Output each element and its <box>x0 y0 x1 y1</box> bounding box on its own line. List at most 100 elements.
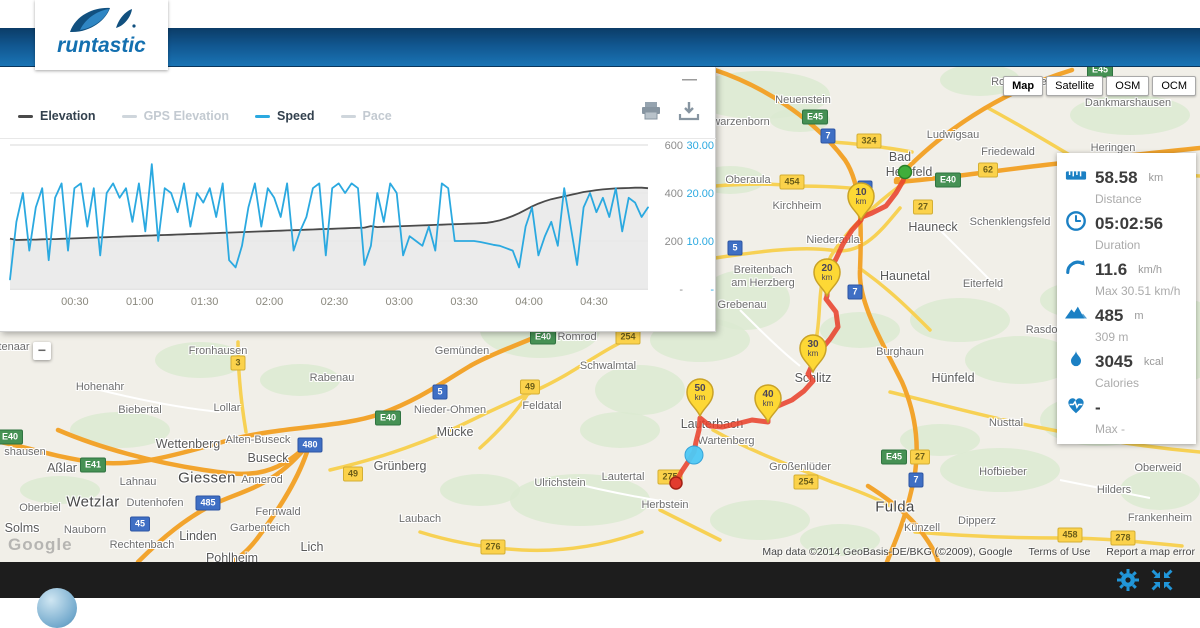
runtastic-swoosh-icon <box>69 7 136 33</box>
map-label: Ludwigsau <box>926 129 980 141</box>
svg-text:-: - <box>679 284 683 296</box>
legend-dash <box>121 114 137 118</box>
map-label: Schwalmtal <box>579 360 637 372</box>
map-label: Linden <box>179 529 217 543</box>
road-shield: E41 <box>79 457 107 473</box>
road-shield: 45 <box>129 516 151 532</box>
map-zoom-out-button[interactable]: − <box>33 342 51 360</box>
legend-item-elevation[interactable]: Elevation <box>18 109 96 123</box>
stat-unit: km <box>1148 171 1164 184</box>
road-shield: 5 <box>432 384 448 400</box>
stat-max-30-51-km-h: 11.6 km/h Max 30.51 km/h <box>1065 256 1196 302</box>
stat-309-m: 485 m 309 m <box>1065 302 1196 348</box>
elevation-area <box>10 187 648 289</box>
map-label: Aßlar <box>47 461 77 475</box>
chart-legend: Elevation GPS Elevation Speed Pace <box>18 109 392 123</box>
map-label: Garbenteich <box>230 522 290 534</box>
road-shield: 62 <box>977 162 999 178</box>
map-label: Ulrichstein <box>534 477 586 489</box>
map-label: Annerod <box>241 474 283 486</box>
map-label: Großenlüder <box>769 461 831 473</box>
calories-flame-icon <box>1065 348 1087 375</box>
session-stats-panel: 58.58 km Distance 05:02:56 Duration 11.6 km/h M… <box>1057 153 1196 444</box>
svg-text:50: 50 <box>694 383 706 394</box>
chart-minimize-button[interactable]: — <box>682 71 697 88</box>
stat-sublabel: Max - <box>1095 422 1125 436</box>
map-label: Giessen <box>178 469 236 487</box>
svg-text:20.00: 20.00 <box>686 188 714 200</box>
map-label: Dutenhofen <box>126 497 184 509</box>
map-label: Oberaula <box>725 174 771 186</box>
road-shield: 3 <box>230 355 246 371</box>
map-type-ocm[interactable]: OCM <box>1152 76 1196 96</box>
svg-text:30: 30 <box>807 339 819 350</box>
map-label: Dankmarshausen <box>1084 97 1172 109</box>
map-label: Buseck <box>247 451 289 465</box>
legend-item-pace[interactable]: Pace <box>340 109 392 123</box>
chart-toolbar <box>639 101 701 121</box>
map-type-switcher: Map Satellite OSM OCM <box>1003 76 1196 96</box>
stat-sublabel: Max 30.51 km/h <box>1095 284 1181 298</box>
footer-icons <box>1116 568 1174 592</box>
map-label: Gemünden <box>434 345 490 357</box>
svg-text:200: 200 <box>665 236 683 248</box>
logo-text: runtastic <box>57 34 146 57</box>
map-label: Rabenau <box>309 372 355 384</box>
road-shield: 49 <box>519 379 541 395</box>
map-label: Frankenheim <box>1127 512 1193 524</box>
chart-plot[interactable]: 600 30.00 400 20.00 200 10.00 - - 00:30 01:00 01:3… <box>0 67 716 332</box>
svg-text:km: km <box>822 273 833 282</box>
road-shield: 324 <box>856 133 882 149</box>
chart-panel: — Elevation GPS Elevation Speed Pace 600 30.… <box>0 67 716 332</box>
map-label: Mücke <box>436 425 474 439</box>
km-marker-10[interactable]: 10 km <box>846 181 876 222</box>
svg-text:600: 600 <box>665 140 683 152</box>
map-label: shausen <box>4 446 46 458</box>
stat-value: 05:02:56 <box>1095 213 1164 233</box>
legend-item-speed[interactable]: Speed <box>255 109 315 123</box>
map-label: Rasdorf <box>1025 324 1065 336</box>
map-type-satellite[interactable]: Satellite <box>1046 76 1104 96</box>
road-shield: 7 <box>847 284 863 300</box>
terms-of-use-link[interactable]: Terms of Use <box>1028 546 1091 558</box>
map-label: Solms <box>4 521 40 535</box>
km-marker-30[interactable]: 30 km <box>798 333 828 374</box>
road-shield: 454 <box>779 174 805 190</box>
map-label: Herbstein <box>641 499 689 511</box>
road-shield: E40 <box>934 172 962 188</box>
report-map-error-link[interactable]: Report a map error <box>1106 546 1195 558</box>
map-label: Pohlheim <box>205 551 259 562</box>
svg-text:km: km <box>695 393 706 402</box>
runtastic-logo[interactable]: runtastic <box>35 0 168 70</box>
legend-item-gps-elevation[interactable]: GPS Elevation <box>121 109 230 123</box>
map-type-osm[interactable]: OSM <box>1106 76 1150 96</box>
km-marker-20[interactable]: 20 km <box>812 257 842 298</box>
chart-divider <box>0 138 716 139</box>
svg-text:04:00: 04:00 <box>515 296 543 308</box>
map-label: Wartenberg <box>697 435 755 447</box>
km-marker-50[interactable]: 50 km <box>685 377 715 418</box>
map-label: Biebertal <box>118 404 162 416</box>
avatar[interactable] <box>37 588 77 628</box>
collapse-icon[interactable] <box>1150 568 1174 592</box>
download-icon[interactable] <box>677 101 701 121</box>
road-shield: E40 <box>374 410 402 426</box>
svg-text:02:00: 02:00 <box>256 296 284 308</box>
map-label: Kirchheim <box>772 200 822 212</box>
stat-unit: km/h <box>1138 263 1162 276</box>
legend-label: GPS Elevation <box>143 109 230 123</box>
road-shield: 278 <box>1110 530 1136 546</box>
map-type-map[interactable]: Map <box>1003 76 1044 96</box>
map-label: Neuenstein <box>775 94 831 106</box>
print-icon[interactable] <box>639 101 663 121</box>
km-marker-40[interactable]: 40 km <box>753 383 783 424</box>
legend-dash <box>340 114 356 118</box>
map-label: Künzell <box>903 522 941 534</box>
svg-text:10.00: 10.00 <box>686 236 714 248</box>
map-label: Lich <box>300 540 324 554</box>
settings-gear-icon[interactable] <box>1116 568 1140 592</box>
legend-dash <box>18 114 33 118</box>
stat-max-: - Max - <box>1065 394 1196 440</box>
svg-text:01:30: 01:30 <box>191 296 219 308</box>
map-label: Lautertal <box>601 471 645 483</box>
